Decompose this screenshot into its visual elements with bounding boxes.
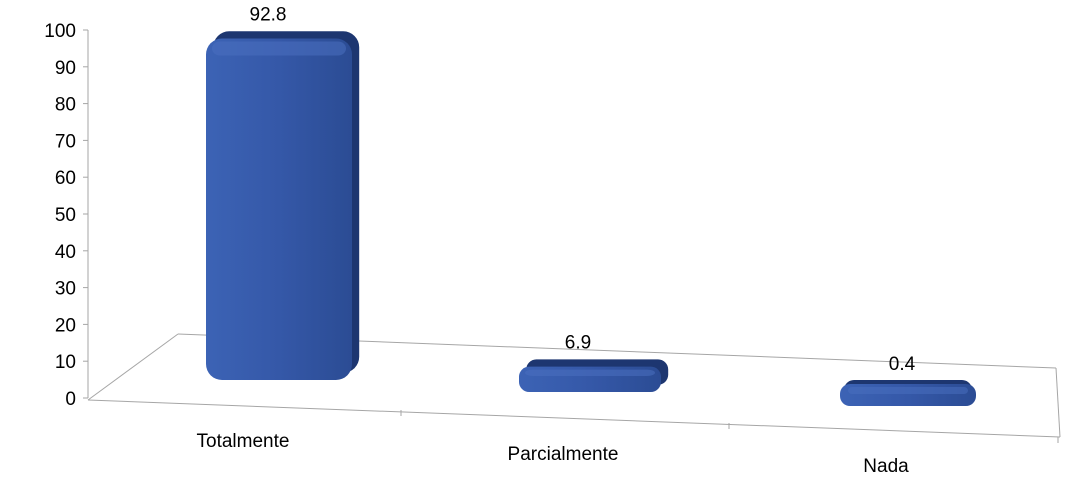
bar-totalmente: [206, 31, 360, 380]
y-tick-label: 20: [55, 315, 76, 336]
y-tick-label: 0: [65, 389, 76, 410]
bar-front: [206, 38, 352, 380]
y-tick-label: 70: [55, 131, 76, 152]
y-tick-label: 10: [55, 352, 76, 373]
chart-bars: [206, 31, 976, 406]
data-labels: 92.8 6.9 0.4: [250, 4, 916, 375]
x-axis-ticks: Totalmente Parcialmente Nada: [197, 431, 910, 477]
floor-right-edge: [1055, 367, 1061, 438]
y-tick-label: 100: [44, 21, 76, 42]
x-tick-label: Nada: [863, 456, 909, 477]
data-label: 6.9: [565, 333, 591, 354]
bar-nada: [840, 380, 976, 406]
x-axis-line: [87, 399, 1061, 438]
y-tick-label: 50: [55, 205, 76, 226]
bar-highlight: [212, 41, 346, 56]
floor-left-edge: [87, 333, 179, 401]
y-tick-label: 60: [55, 168, 76, 189]
x-tick-label: Totalmente: [197, 431, 290, 452]
data-label: 92.8: [250, 4, 287, 25]
y-axis-ticks: 0 10 20 30 40 50 60 70 80 90 100: [44, 21, 88, 410]
bar-highlight: [525, 369, 655, 376]
y-tick-label: 90: [55, 58, 76, 79]
bar-highlight: [848, 387, 968, 394]
y-tick-label: 80: [55, 95, 76, 116]
y-tick-label: 40: [55, 242, 76, 263]
data-label: 0.4: [889, 354, 916, 375]
y-tick-label: 30: [55, 279, 76, 300]
x-tick-label: Parcialmente: [508, 444, 619, 465]
bar-parcialmente: [519, 359, 669, 392]
